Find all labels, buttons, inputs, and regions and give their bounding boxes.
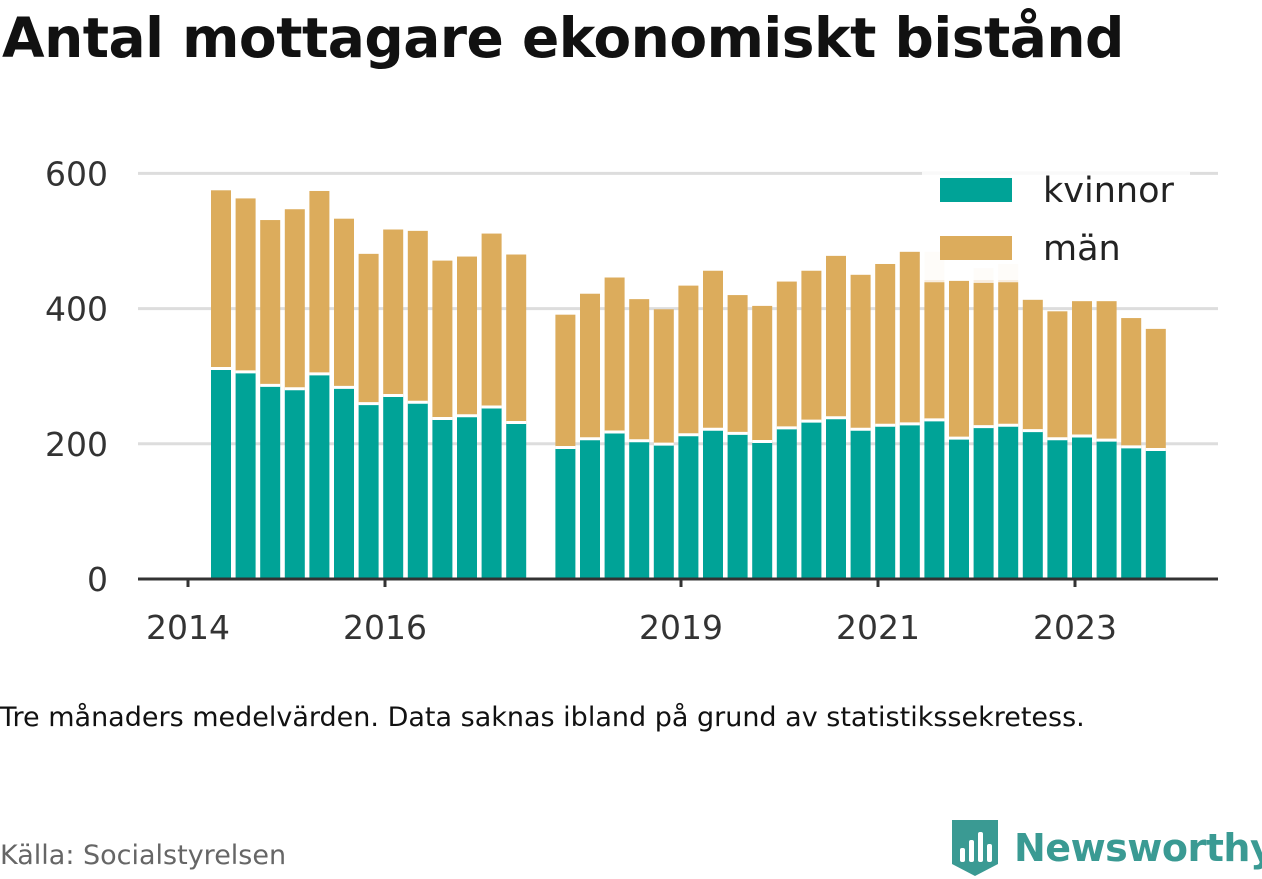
bar-kvinnor [998,426,1019,579]
bar-kvinnor [1145,450,1166,579]
legend-label: män [1043,229,1121,269]
bar-kvinnor [383,396,404,579]
bar-kvinnor [949,439,969,579]
bar-kvinnor [629,441,650,579]
bar-kvinnor [1047,439,1068,579]
bar-man [998,282,1019,427]
bar-man [555,314,576,449]
x-tick-label: 2014 [146,608,230,647]
bar-man [358,253,379,405]
bar-kvinnor [506,423,527,579]
bar-man [481,233,502,408]
bar-kvinnor [235,372,256,579]
bar-kvinnor [334,388,354,579]
bar-man [924,282,945,421]
bar-man [235,198,256,373]
bar-man [309,190,330,375]
bar-kvinnor [678,435,699,579]
bar-kvinnor [727,434,748,579]
bar-man [629,299,650,442]
bar-man [875,263,896,427]
bar-man [826,255,846,419]
bar-kvinnor [1072,437,1092,579]
newsworthy-logo-icon [952,820,998,876]
bar-kvinnor [555,448,576,579]
bar-kvinnor [1096,441,1117,579]
bar-kvinnor [260,386,281,579]
chart-note: Tre månaders medelvärden. Data saknas ib… [0,702,1085,733]
bar-kvinnor [211,369,231,579]
bar-man [752,305,773,443]
y-tick-label: 400 [45,290,108,329]
bar-man [850,274,871,431]
bar-man [457,256,477,417]
y-tick-label: 0 [87,560,108,599]
y-tick-label: 600 [45,154,108,193]
bar-man [1072,301,1092,438]
bar-kvinnor [752,442,773,579]
bar-man [1022,299,1043,432]
bar-kvinnor [604,432,625,579]
bar-man [1121,318,1142,448]
bar-man [949,280,969,440]
bar-kvinnor [899,424,920,579]
y-axis: 0 200 400 600 [45,154,108,599]
bar-kvinnor [703,430,723,579]
x-tick-label: 2023 [1033,608,1117,647]
bar-kvinnor [358,404,379,579]
legend-label: kvinnor [1043,171,1174,211]
bar-kvinnor [580,439,600,579]
bar-kvinnor [481,407,502,579]
bar-man [1145,328,1166,451]
bar-man [727,295,748,435]
bar-man [801,270,822,423]
brand-logo: Newsworthy [950,818,1262,878]
legend: kvinnor män [922,171,1190,280]
source-label: Källa: Socialstyrelsen [0,840,287,871]
bar-man [899,251,920,425]
bar-kvinnor [826,418,846,579]
bar-man [383,229,404,397]
bar-man [678,285,699,436]
bar-chart: 0 200 400 600 2014 2016 2019 2021 2023 kvinnor m… [45,154,1218,647]
bar-kvinnor [457,416,477,579]
x-tick-label: 2016 [343,608,427,647]
bar-man [653,309,674,446]
bar-kvinnor [1121,447,1142,579]
bar-man [284,209,305,390]
bar-man [973,282,994,428]
x-tick-label: 2019 [639,608,723,647]
bar-man [334,218,354,389]
brand-name: Newsworthy [1014,826,1262,870]
x-tick-label: 2021 [836,608,920,647]
bar-man [432,260,453,420]
bar-man [260,220,281,387]
bar-kvinnor [407,403,428,579]
legend-swatch [940,178,1012,202]
bar-man [1096,301,1117,442]
bar-man [604,277,625,433]
bar-kvinnor [1022,431,1043,579]
legend-swatch [940,236,1012,260]
bar-kvinnor [924,420,945,579]
bar-man [211,190,231,370]
bar-man [703,270,723,431]
bar-man [776,281,797,429]
bar-kvinnor [653,445,674,579]
bar-kvinnor [432,419,453,579]
bar-kvinnor [309,374,330,579]
y-tick-label: 200 [45,425,108,464]
bar-kvinnor [973,427,994,579]
bar-kvinnor [801,422,822,579]
x-axis: 2014 2016 2019 2021 2023 [138,577,1218,647]
bar-man [407,230,428,404]
bar-man [580,293,600,440]
bar-kvinnor [776,428,797,579]
bar-kvinnor [850,430,871,579]
chart-title: Antal mottagare ekonomiskt bistånd [2,6,1124,70]
bar-kvinnor [284,389,305,579]
bar-kvinnor [875,426,896,579]
bar-man [506,254,527,424]
bar-man [1047,311,1068,440]
